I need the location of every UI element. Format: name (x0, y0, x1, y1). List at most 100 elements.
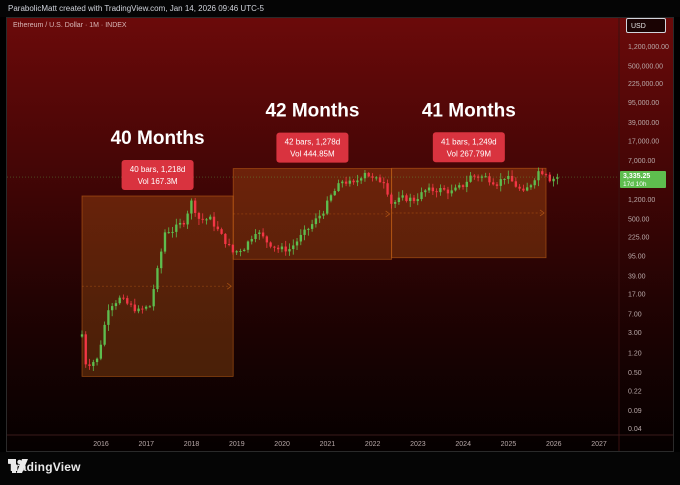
candle-body[interactable] (435, 191, 438, 193)
candle-body[interactable] (424, 190, 427, 193)
candle-body[interactable] (110, 306, 114, 311)
candle-body[interactable] (454, 187, 457, 191)
candle-body[interactable] (152, 289, 155, 307)
candle-body[interactable] (288, 249, 291, 252)
candle-body[interactable] (525, 187, 529, 191)
candle-body[interactable] (299, 234, 302, 242)
candle-body[interactable] (201, 218, 204, 220)
candle-body[interactable] (322, 213, 325, 216)
candle-body[interactable] (84, 334, 87, 365)
candle-body[interactable] (359, 178, 363, 181)
candle-body[interactable] (171, 231, 174, 233)
candle-body[interactable] (344, 181, 348, 184)
candle-body[interactable] (439, 188, 442, 193)
candle-body[interactable] (246, 241, 250, 250)
candle-body[interactable] (209, 216, 212, 220)
candle-body[interactable] (160, 251, 163, 269)
candle-body[interactable] (367, 172, 370, 177)
candle-body[interactable] (458, 185, 461, 188)
cycle-stats-badge[interactable] (121, 159, 194, 190)
candle-body[interactable] (80, 334, 84, 337)
candle-body[interactable] (510, 175, 514, 182)
candle-body[interactable] (227, 244, 231, 246)
candle-body[interactable] (292, 245, 295, 250)
cycle-range-box[interactable] (391, 167, 547, 259)
candle-body[interactable] (541, 171, 544, 175)
candle-body[interactable] (514, 181, 518, 187)
candle-body[interactable] (254, 234, 257, 240)
candle-body[interactable] (99, 344, 103, 359)
candle-body[interactable] (431, 187, 435, 192)
candle-body[interactable] (420, 192, 423, 200)
candle-body[interactable] (548, 174, 551, 182)
candle-body[interactable] (450, 190, 453, 194)
candle-body[interactable] (193, 200, 197, 213)
candle-body[interactable] (114, 303, 118, 307)
candle-body[interactable] (473, 175, 476, 177)
candle-body[interactable] (533, 180, 536, 186)
candle-body[interactable] (544, 174, 548, 176)
chart-panel[interactable]: 1,200,000.00 500,000.00 225,000.00 95,000.0… (6, 17, 674, 452)
candle-body[interactable] (190, 200, 193, 214)
candle-body[interactable] (492, 182, 495, 185)
candle-body[interactable] (401, 195, 404, 198)
candle-body[interactable] (522, 188, 525, 191)
candle-body[interactable] (231, 244, 235, 253)
candle-body[interactable] (390, 194, 393, 204)
candle-body[interactable] (205, 219, 208, 221)
candle-body[interactable] (92, 362, 95, 366)
candle-body[interactable] (122, 297, 125, 299)
candle-body[interactable] (375, 177, 378, 179)
candle-body[interactable] (356, 180, 359, 183)
candle-body[interactable] (103, 324, 106, 345)
candle-body[interactable] (284, 246, 287, 252)
cycle-range-box[interactable] (232, 168, 393, 260)
candle-body[interactable] (503, 178, 506, 180)
candle-body[interactable] (141, 308, 144, 310)
candle-body[interactable] (303, 229, 306, 235)
candle-body[interactable] (348, 180, 352, 184)
candle-body[interactable] (337, 183, 340, 191)
candle-body[interactable] (156, 268, 159, 290)
candle-body[interactable] (273, 246, 276, 248)
candle-body[interactable] (326, 200, 329, 214)
candle-body[interactable] (333, 190, 336, 196)
candle-body[interactable] (220, 229, 223, 234)
candle-body[interactable] (212, 216, 216, 227)
candle-body[interactable] (465, 181, 468, 187)
candle-body[interactable] (133, 304, 136, 312)
candle-body[interactable] (386, 183, 389, 195)
candle-body[interactable] (363, 172, 367, 179)
candle-body[interactable] (148, 306, 152, 308)
candle-body[interactable] (216, 226, 219, 230)
candle-body[interactable] (239, 251, 242, 253)
currency-button[interactable]: USD (626, 18, 666, 33)
candle-body[interactable] (409, 197, 412, 202)
candle-body[interactable] (137, 308, 140, 312)
candle-body[interactable] (446, 189, 450, 194)
candle-body[interactable] (265, 236, 269, 243)
candle-body[interactable] (484, 176, 487, 178)
candle-body[interactable] (269, 242, 272, 247)
candle-body[interactable] (261, 232, 265, 237)
candle-body[interactable] (427, 187, 431, 191)
candle-body[interactable] (518, 186, 521, 189)
candle-body[interactable] (488, 176, 491, 183)
candle-body[interactable] (314, 218, 318, 225)
candle-body[interactable] (371, 176, 374, 178)
candle-body[interactable] (178, 222, 182, 225)
candle-body[interactable] (175, 224, 178, 232)
candle-body[interactable] (341, 181, 344, 184)
candle-body[interactable] (537, 171, 540, 181)
candle-body[interactable] (186, 213, 189, 225)
candle-body[interactable] (144, 306, 148, 309)
candle-body[interactable] (495, 184, 499, 186)
candle-body[interactable] (182, 222, 186, 225)
candle-body[interactable] (378, 177, 382, 183)
candle-body[interactable] (412, 197, 416, 202)
cycle-stats-badge[interactable] (276, 132, 349, 163)
candle-body[interactable] (329, 195, 333, 201)
candle-body[interactable] (95, 358, 99, 363)
candle-body[interactable] (469, 175, 472, 182)
candle-body[interactable] (393, 202, 397, 204)
